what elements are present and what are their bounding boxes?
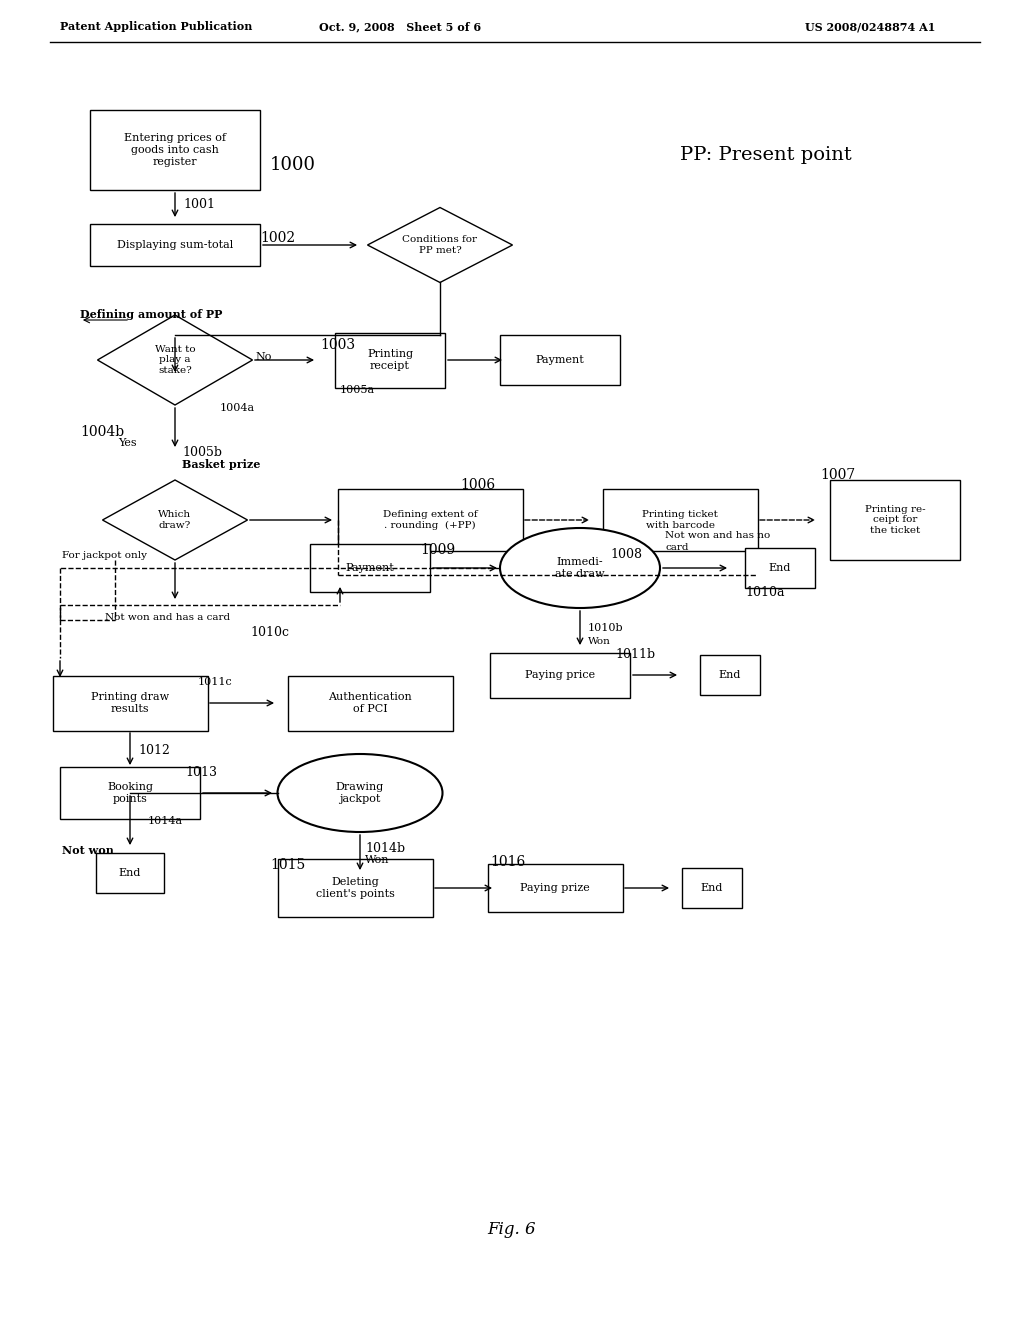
Bar	[90, 110, 260, 190]
Bar	[602, 488, 758, 550]
Text: Defining extent of
. rounding  (+PP): Defining extent of . rounding (+PP)	[383, 511, 477, 529]
Bar	[830, 480, 961, 560]
Text: US 2008/0248874 A1: US 2008/0248874 A1	[805, 21, 935, 33]
Text: Authentication
of PCI: Authentication of PCI	[328, 692, 412, 714]
Text: No: No	[255, 352, 271, 362]
Text: 1004a: 1004a	[220, 403, 255, 413]
Text: 1016: 1016	[490, 855, 525, 869]
Text: 1012: 1012	[138, 743, 170, 756]
Bar	[700, 655, 760, 696]
Text: 1010b: 1010b	[588, 623, 624, 634]
Bar	[335, 333, 445, 388]
Text: End: End	[769, 564, 792, 573]
Bar	[52, 676, 208, 730]
Text: 1005a: 1005a	[340, 385, 375, 395]
Text: Fig. 6: Fig. 6	[487, 1221, 537, 1238]
Text: For jackpot only: For jackpot only	[62, 552, 147, 561]
Bar	[338, 488, 522, 550]
Text: 1014b: 1014b	[365, 842, 406, 854]
Text: Entering prices of
goods into cash
register: Entering prices of goods into cash regis…	[124, 133, 226, 166]
Bar	[90, 224, 260, 267]
Text: 1002: 1002	[260, 231, 295, 246]
Text: PP: Present point: PP: Present point	[680, 147, 852, 164]
Polygon shape	[102, 480, 248, 560]
Text: Deleting
client's points: Deleting client's points	[315, 878, 394, 899]
Text: 1011c: 1011c	[198, 677, 232, 686]
Bar	[487, 865, 623, 912]
Text: Not won and has no: Not won and has no	[665, 531, 770, 540]
Text: 1001: 1001	[183, 198, 215, 211]
Bar	[60, 767, 200, 818]
Text: Displaying sum-total: Displaying sum-total	[117, 240, 233, 249]
Text: Oct. 9, 2008   Sheet 5 of 6: Oct. 9, 2008 Sheet 5 of 6	[318, 21, 481, 33]
Text: Yes: Yes	[118, 438, 136, 447]
Bar	[310, 544, 430, 591]
Text: Conditions for
PP met?: Conditions for PP met?	[402, 235, 477, 255]
Text: Want to
play a
stake?: Want to play a stake?	[155, 345, 196, 375]
Text: 1014a: 1014a	[148, 816, 183, 826]
Polygon shape	[368, 207, 512, 282]
Text: 1007: 1007	[820, 469, 855, 482]
Text: card: card	[665, 543, 688, 552]
Bar	[96, 853, 164, 894]
Text: Which
draw?: Which draw?	[159, 511, 191, 529]
Text: 1000: 1000	[270, 156, 316, 174]
Text: 1006: 1006	[460, 478, 496, 492]
Text: Immedi-
ate draw: Immedi- ate draw	[555, 557, 605, 578]
Text: End: End	[119, 869, 141, 878]
Text: Printing
receipt: Printing receipt	[367, 350, 413, 371]
Text: Won: Won	[588, 636, 611, 645]
Text: Won: Won	[365, 855, 389, 865]
Bar	[682, 869, 742, 908]
Bar	[490, 652, 630, 697]
Text: Paying prize: Paying prize	[520, 883, 590, 894]
Text: 1004b: 1004b	[80, 425, 124, 440]
Text: Defining amount of PP: Defining amount of PP	[80, 309, 222, 321]
Bar	[745, 548, 815, 587]
Text: Payment: Payment	[346, 564, 394, 573]
Bar	[278, 859, 432, 917]
Text: Basket prize: Basket prize	[182, 459, 260, 470]
Polygon shape	[97, 315, 253, 405]
Text: Drawing
jackpot: Drawing jackpot	[336, 783, 384, 804]
Text: 1013: 1013	[185, 767, 217, 780]
Text: Paying price: Paying price	[525, 671, 595, 680]
Text: 1008: 1008	[610, 549, 642, 561]
Text: End: End	[719, 671, 741, 680]
Text: 1003: 1003	[319, 338, 355, 352]
Bar	[500, 335, 620, 385]
Text: Printing re-
ceipt for
the ticket: Printing re- ceipt for the ticket	[864, 506, 926, 535]
Text: 1015: 1015	[270, 858, 305, 873]
Ellipse shape	[500, 528, 660, 609]
Text: Not won and has a card: Not won and has a card	[105, 614, 230, 623]
Text: Patent Application Publication: Patent Application Publication	[60, 21, 252, 33]
Ellipse shape	[278, 754, 442, 832]
Text: 1010a: 1010a	[745, 586, 784, 599]
Text: Booking
points: Booking points	[106, 783, 153, 804]
Text: Printing draw
results: Printing draw results	[91, 692, 169, 714]
Text: Printing ticket
with barcode: Printing ticket with barcode	[642, 511, 718, 529]
Text: 1009: 1009	[420, 543, 455, 557]
Text: 1005b: 1005b	[182, 446, 222, 459]
Text: 1010c: 1010c	[250, 626, 289, 639]
Text: Payment: Payment	[536, 355, 585, 366]
Text: End: End	[700, 883, 723, 894]
Text: 1011b: 1011b	[615, 648, 655, 661]
Bar	[288, 676, 453, 730]
Text: Not won: Not won	[62, 845, 114, 855]
